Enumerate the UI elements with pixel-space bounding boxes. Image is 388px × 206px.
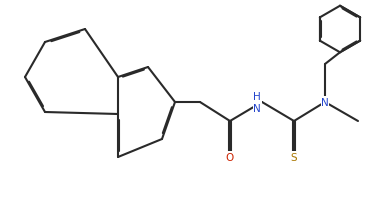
Text: H
N: H N <box>253 92 261 113</box>
Text: O: O <box>226 152 234 162</box>
Text: S: S <box>291 152 297 162</box>
Text: N: N <box>321 97 329 108</box>
